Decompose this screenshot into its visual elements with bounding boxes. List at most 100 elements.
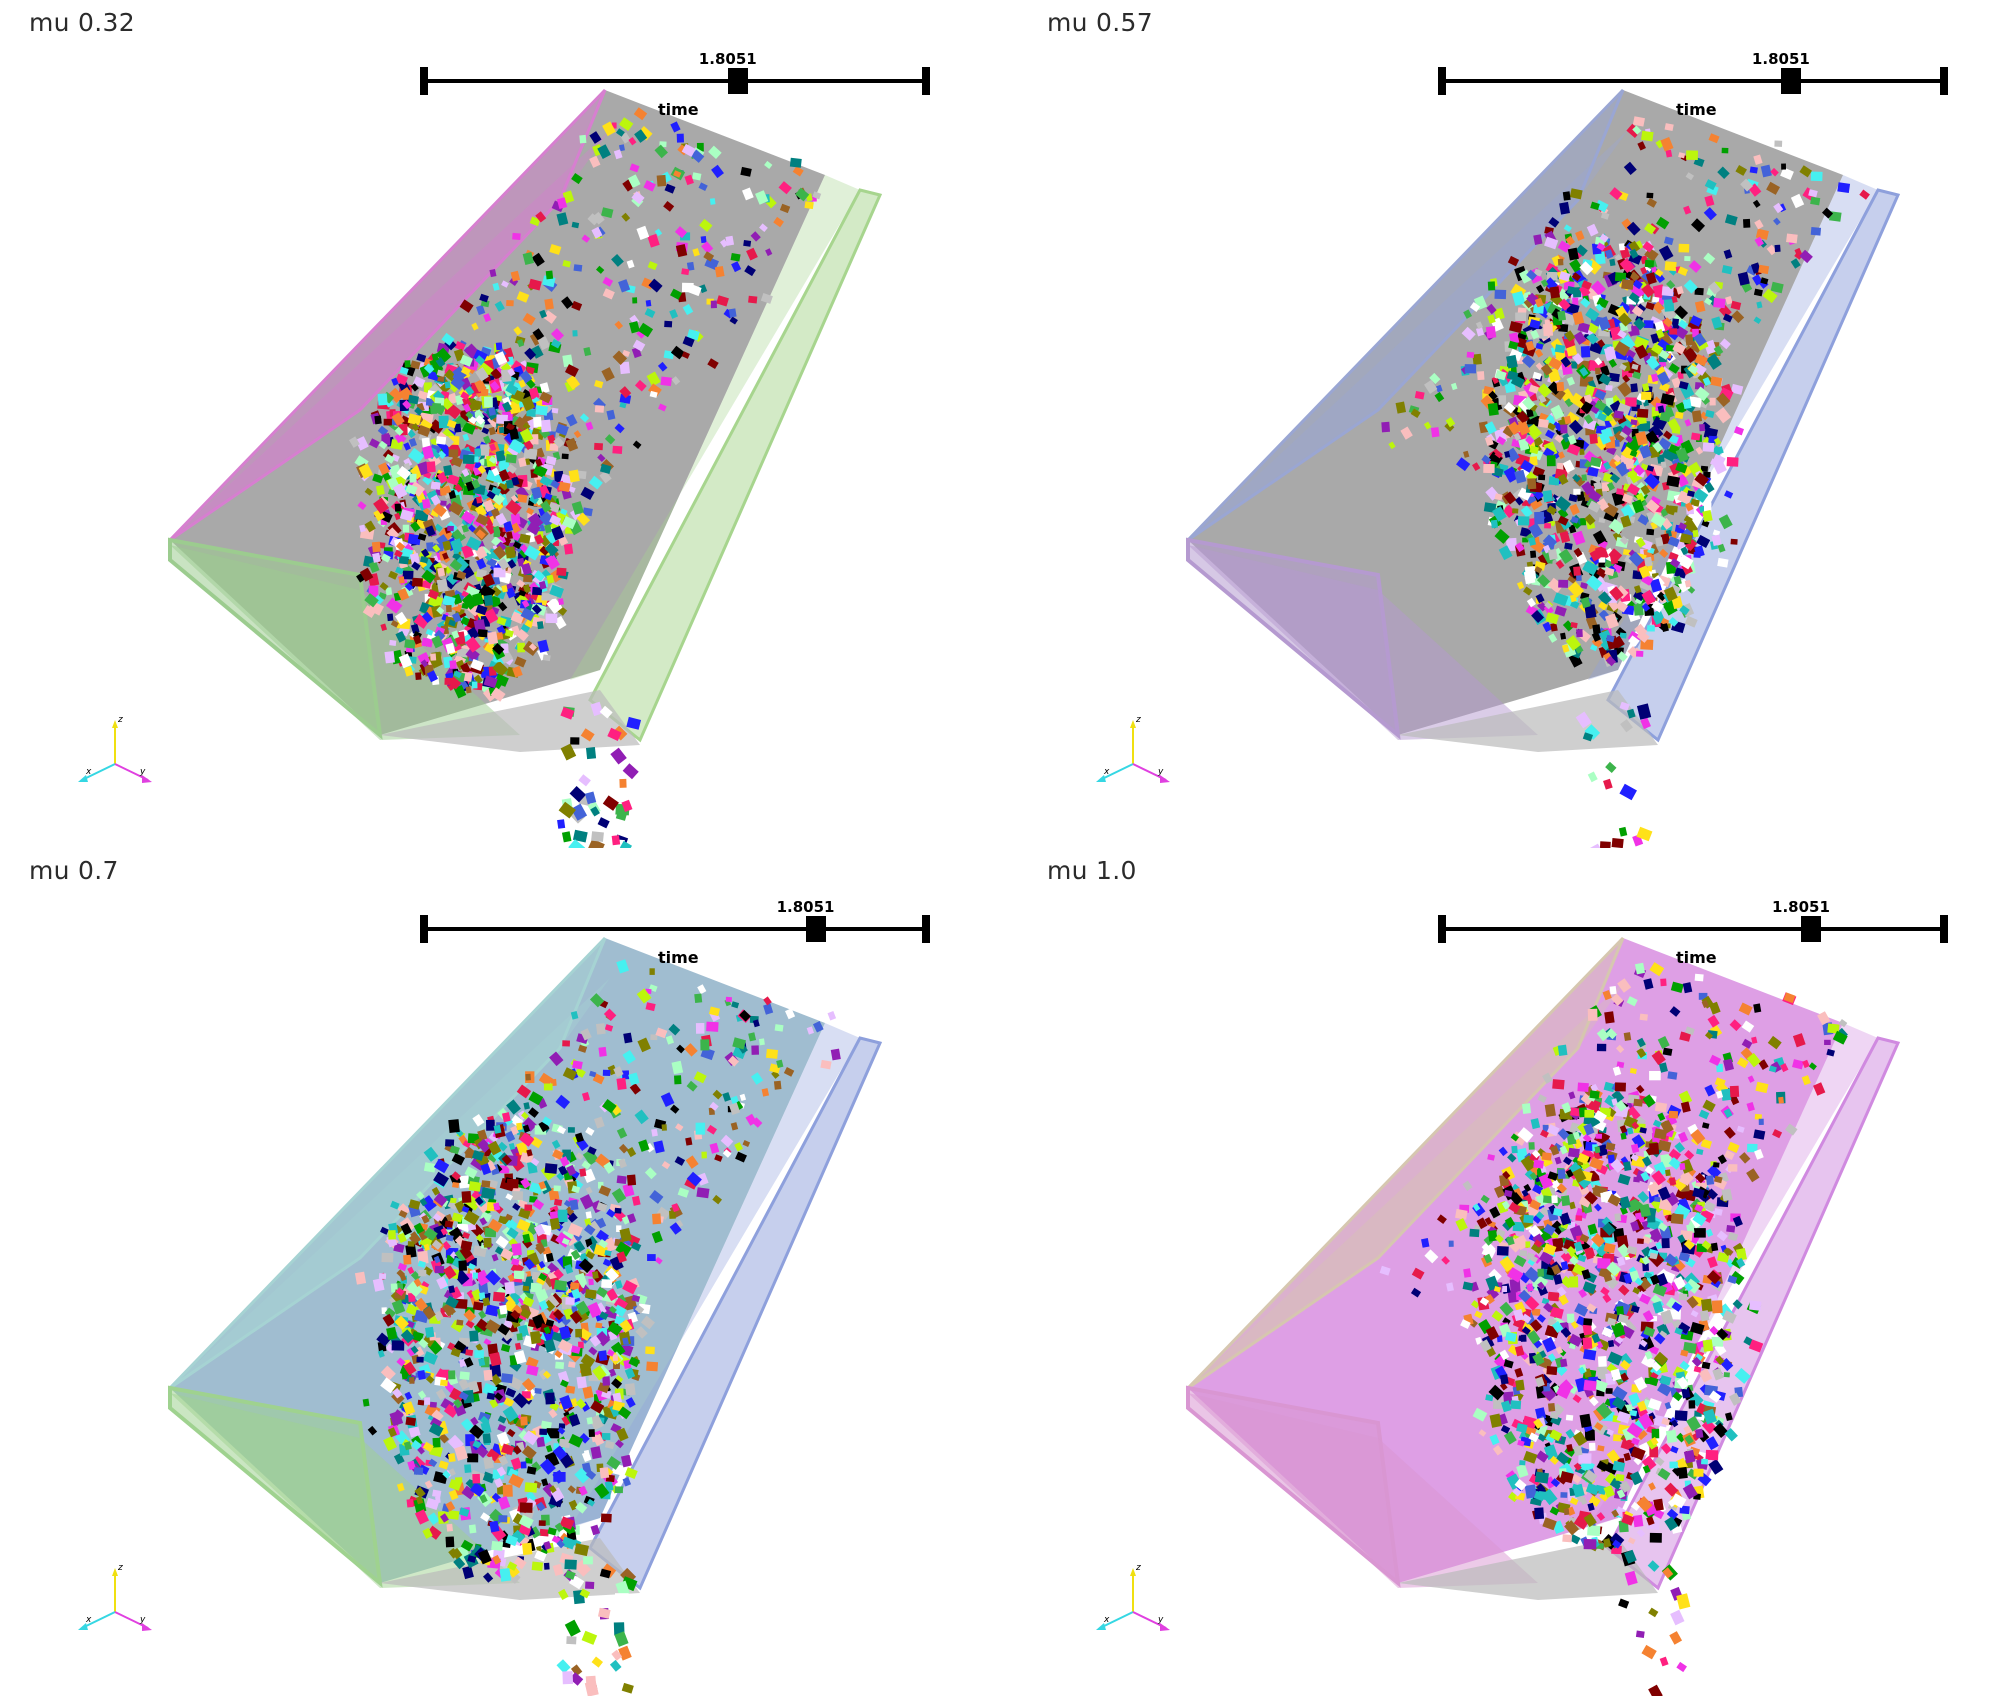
- particle: [657, 175, 667, 187]
- particle: [544, 1563, 550, 1570]
- y-axis-label: y: [1157, 767, 1164, 777]
- particle: [615, 1208, 622, 1214]
- slider-handle[interactable]: 1.8051: [1781, 68, 1801, 94]
- particle: [458, 1260, 467, 1271]
- particle: [1710, 398, 1716, 406]
- particle: [1641, 131, 1654, 142]
- particle: [1573, 489, 1580, 495]
- particle: [566, 1636, 576, 1644]
- particle: [1669, 506, 1677, 513]
- particle: [403, 525, 409, 533]
- particle: [432, 403, 441, 410]
- particle: [459, 1371, 469, 1380]
- slider-track[interactable]: [1442, 79, 1944, 83]
- particle: [476, 496, 482, 503]
- particle: [533, 417, 542, 427]
- z-axis-label: z: [117, 715, 123, 725]
- particle: [544, 1084, 553, 1091]
- particle: [405, 1417, 416, 1426]
- particle: [585, 1289, 597, 1299]
- particle: [595, 405, 604, 413]
- particle: [435, 1266, 444, 1274]
- particle: [1600, 841, 1611, 848]
- particle: [384, 651, 395, 663]
- particle: [598, 1047, 606, 1057]
- particle: [418, 1270, 426, 1276]
- particle: [1665, 261, 1677, 271]
- particle: [554, 1199, 562, 1206]
- particle: [602, 1433, 611, 1440]
- particle: [449, 660, 456, 669]
- particle: [1775, 245, 1781, 252]
- x-axis-label: x: [85, 767, 92, 777]
- particle: [546, 271, 553, 280]
- particle: [694, 994, 702, 1003]
- particle: [422, 499, 431, 509]
- particle: [618, 1646, 632, 1661]
- particle: [1499, 395, 1507, 405]
- particle: [1515, 313, 1526, 322]
- slider-track[interactable]: [424, 927, 926, 931]
- particle: [1530, 551, 1536, 558]
- particle: [1706, 1450, 1719, 1460]
- x-axis-label: x: [1103, 767, 1110, 777]
- particle: [1661, 461, 1667, 468]
- particle: [520, 1502, 533, 1513]
- particle: [523, 1286, 530, 1291]
- particle: [416, 1357, 423, 1363]
- particle: [535, 1388, 542, 1394]
- particle: [1534, 512, 1544, 525]
- slider-start-cap: [1438, 67, 1446, 95]
- particle: [1694, 1228, 1706, 1238]
- particle: [1619, 827, 1627, 837]
- particle: [1633, 604, 1643, 616]
- particle: [572, 330, 577, 336]
- particle: [446, 1537, 455, 1548]
- particle: [612, 835, 620, 845]
- particle: [1811, 227, 1821, 236]
- particle: [729, 308, 737, 317]
- particle: [523, 575, 532, 583]
- slider-title: time: [1676, 100, 1717, 119]
- particle: [579, 135, 586, 144]
- particle: [594, 443, 603, 450]
- particle: [435, 1496, 441, 1503]
- particle: [540, 420, 551, 433]
- particle: [1581, 346, 1590, 358]
- particle: [700, 1039, 709, 1050]
- particle: [610, 1660, 622, 1672]
- particle: [554, 1280, 567, 1291]
- slider-start-cap: [420, 915, 428, 943]
- time-slider[interactable]: 1.8051 time: [420, 60, 930, 100]
- slider-handle[interactable]: 1.8051: [728, 68, 748, 94]
- particle: [615, 1486, 623, 1493]
- particle: [1619, 784, 1637, 800]
- particle: [525, 1074, 531, 1081]
- particle: [725, 236, 734, 246]
- particle: [410, 474, 417, 483]
- particle: [558, 598, 564, 605]
- particle: [405, 360, 411, 367]
- particle: [696, 1187, 709, 1198]
- particle: [625, 1671, 639, 1684]
- particle: [387, 614, 393, 622]
- time-slider[interactable]: 1.8051 time: [1438, 60, 1948, 100]
- particle: [1691, 433, 1701, 441]
- particle: [1529, 1142, 1535, 1150]
- particle: [619, 779, 626, 788]
- time-slider[interactable]: 1.8051 time: [420, 908, 930, 948]
- particle: [664, 321, 672, 328]
- particle: [696, 1123, 706, 1135]
- particle: [557, 819, 565, 829]
- particle: [392, 1340, 405, 1350]
- particle: [586, 1211, 592, 1218]
- particle: [506, 300, 514, 306]
- slider-track[interactable]: [424, 79, 926, 83]
- slider-handle[interactable]: 1.8051: [806, 916, 826, 942]
- particle: [565, 1297, 575, 1305]
